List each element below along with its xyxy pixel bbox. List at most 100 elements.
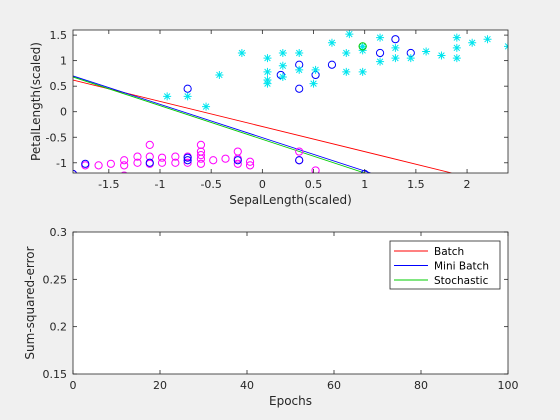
data-point-star xyxy=(376,33,385,42)
y-tick-label: 1.5 xyxy=(50,29,68,42)
x-tick-label: 1 xyxy=(361,178,368,191)
legend-label: Mini Batch xyxy=(434,261,489,273)
data-point-star xyxy=(452,54,461,63)
data-point-circle xyxy=(233,147,242,156)
y-tick-label: -1 xyxy=(56,157,67,170)
decision-boundary-line xyxy=(73,79,452,173)
data-point-circle xyxy=(157,158,167,167)
data-point-circle xyxy=(221,154,230,163)
plot-area-0 xyxy=(73,30,508,173)
data-point-circle xyxy=(120,161,129,170)
x-tick-label: 60 xyxy=(327,379,341,392)
data-point-star xyxy=(342,67,351,76)
y-axis-label: PetalLength(scaled) xyxy=(29,42,43,161)
data-point-star xyxy=(263,54,272,63)
data-point-circle xyxy=(196,151,206,160)
legend-label: Stochastic xyxy=(434,275,489,287)
data-point-star xyxy=(237,48,246,57)
data-point-circle xyxy=(133,152,142,161)
data-point-star xyxy=(468,38,477,47)
data-point-circle xyxy=(133,158,142,167)
data-point-star xyxy=(309,79,318,88)
y-tick-label: 0.3 xyxy=(50,226,68,239)
data-point-star xyxy=(183,92,192,101)
data-point-circle xyxy=(183,158,192,167)
data-point-circle xyxy=(81,159,90,168)
x-tick-label: 0.5 xyxy=(305,178,323,191)
data-point-star xyxy=(391,54,400,63)
y-tick-label: 0 xyxy=(60,106,67,119)
data-point-star xyxy=(483,35,492,44)
x-tick-label: -0.5 xyxy=(200,178,221,191)
data-point-circle xyxy=(171,158,180,167)
data-point-circle xyxy=(171,152,180,161)
x-tick-label: 2 xyxy=(464,178,471,191)
data-point-circle xyxy=(209,156,218,165)
data-point-star xyxy=(358,67,367,76)
axes-box-0 xyxy=(72,29,509,174)
data-point-circle xyxy=(233,159,242,168)
data-point-star xyxy=(452,33,461,42)
data-point-star xyxy=(327,38,336,47)
data-point-star xyxy=(345,30,354,39)
data-point-star xyxy=(342,48,351,57)
legend: Batch Mini Batch Stochastic xyxy=(389,240,501,290)
data-point-circle xyxy=(245,161,255,170)
y-tick-label: -0.5 xyxy=(46,131,67,144)
data-point-star xyxy=(215,70,224,79)
data-point-star xyxy=(452,43,461,52)
scatter-plot-layer xyxy=(73,30,508,173)
data-point-circle xyxy=(391,35,400,44)
data-point-star xyxy=(163,92,172,101)
data-point-circle xyxy=(145,140,154,150)
data-point-star xyxy=(391,43,400,52)
data-point-star xyxy=(422,47,431,56)
data-point-circle xyxy=(120,156,129,165)
data-point-star xyxy=(406,54,415,63)
data-point-circle xyxy=(145,158,154,167)
data-point-star xyxy=(278,61,287,70)
data-point-star xyxy=(263,67,272,76)
y-tick-label: 1 xyxy=(60,55,67,68)
data-point-star xyxy=(295,65,304,74)
data-point-star xyxy=(278,48,287,57)
data-point-circle xyxy=(295,156,304,165)
x-axis-label: Epochs xyxy=(269,394,312,408)
data-point-circle xyxy=(106,159,115,168)
y-tick-label: 0.2 xyxy=(50,321,68,334)
data-point-circle xyxy=(183,153,192,162)
data-point-star xyxy=(295,48,304,57)
x-axis-label: SepalLength(scaled) xyxy=(229,193,352,207)
data-point-circle xyxy=(183,156,192,165)
data-point-circle xyxy=(196,147,206,156)
data-point-circle xyxy=(145,152,154,161)
data-point-circle xyxy=(375,48,385,58)
data-point-circle xyxy=(245,157,255,166)
axes-box-1 xyxy=(72,231,509,375)
data-point-star xyxy=(376,57,385,66)
data-point-circle xyxy=(233,156,242,165)
y-axis-label: Sum-squared-error xyxy=(23,246,37,359)
data-point-star xyxy=(437,51,446,60)
x-tick-label: 0 xyxy=(70,379,77,392)
data-point-circle xyxy=(183,84,192,93)
data-point-star xyxy=(358,42,367,51)
x-tick-label: -1 xyxy=(155,178,166,191)
data-point-circle xyxy=(120,171,128,173)
data-point-circle xyxy=(94,161,103,170)
x-tick-label: 0 xyxy=(259,178,266,191)
data-point-star xyxy=(278,72,287,81)
x-tick-label: -1.5 xyxy=(98,178,119,191)
data-point-circle xyxy=(295,84,304,93)
data-point-circle xyxy=(295,147,304,156)
x-tick-label: 1.5 xyxy=(407,178,425,191)
data-point-circle xyxy=(311,166,320,173)
decision-boundary-line xyxy=(73,75,371,173)
decision-boundary-line xyxy=(73,76,365,173)
y-tick-label: 0.5 xyxy=(50,80,68,93)
y-tick-label: 0.15 xyxy=(43,368,68,381)
x-tick-label: 40 xyxy=(240,379,254,392)
data-point-star xyxy=(263,79,272,88)
